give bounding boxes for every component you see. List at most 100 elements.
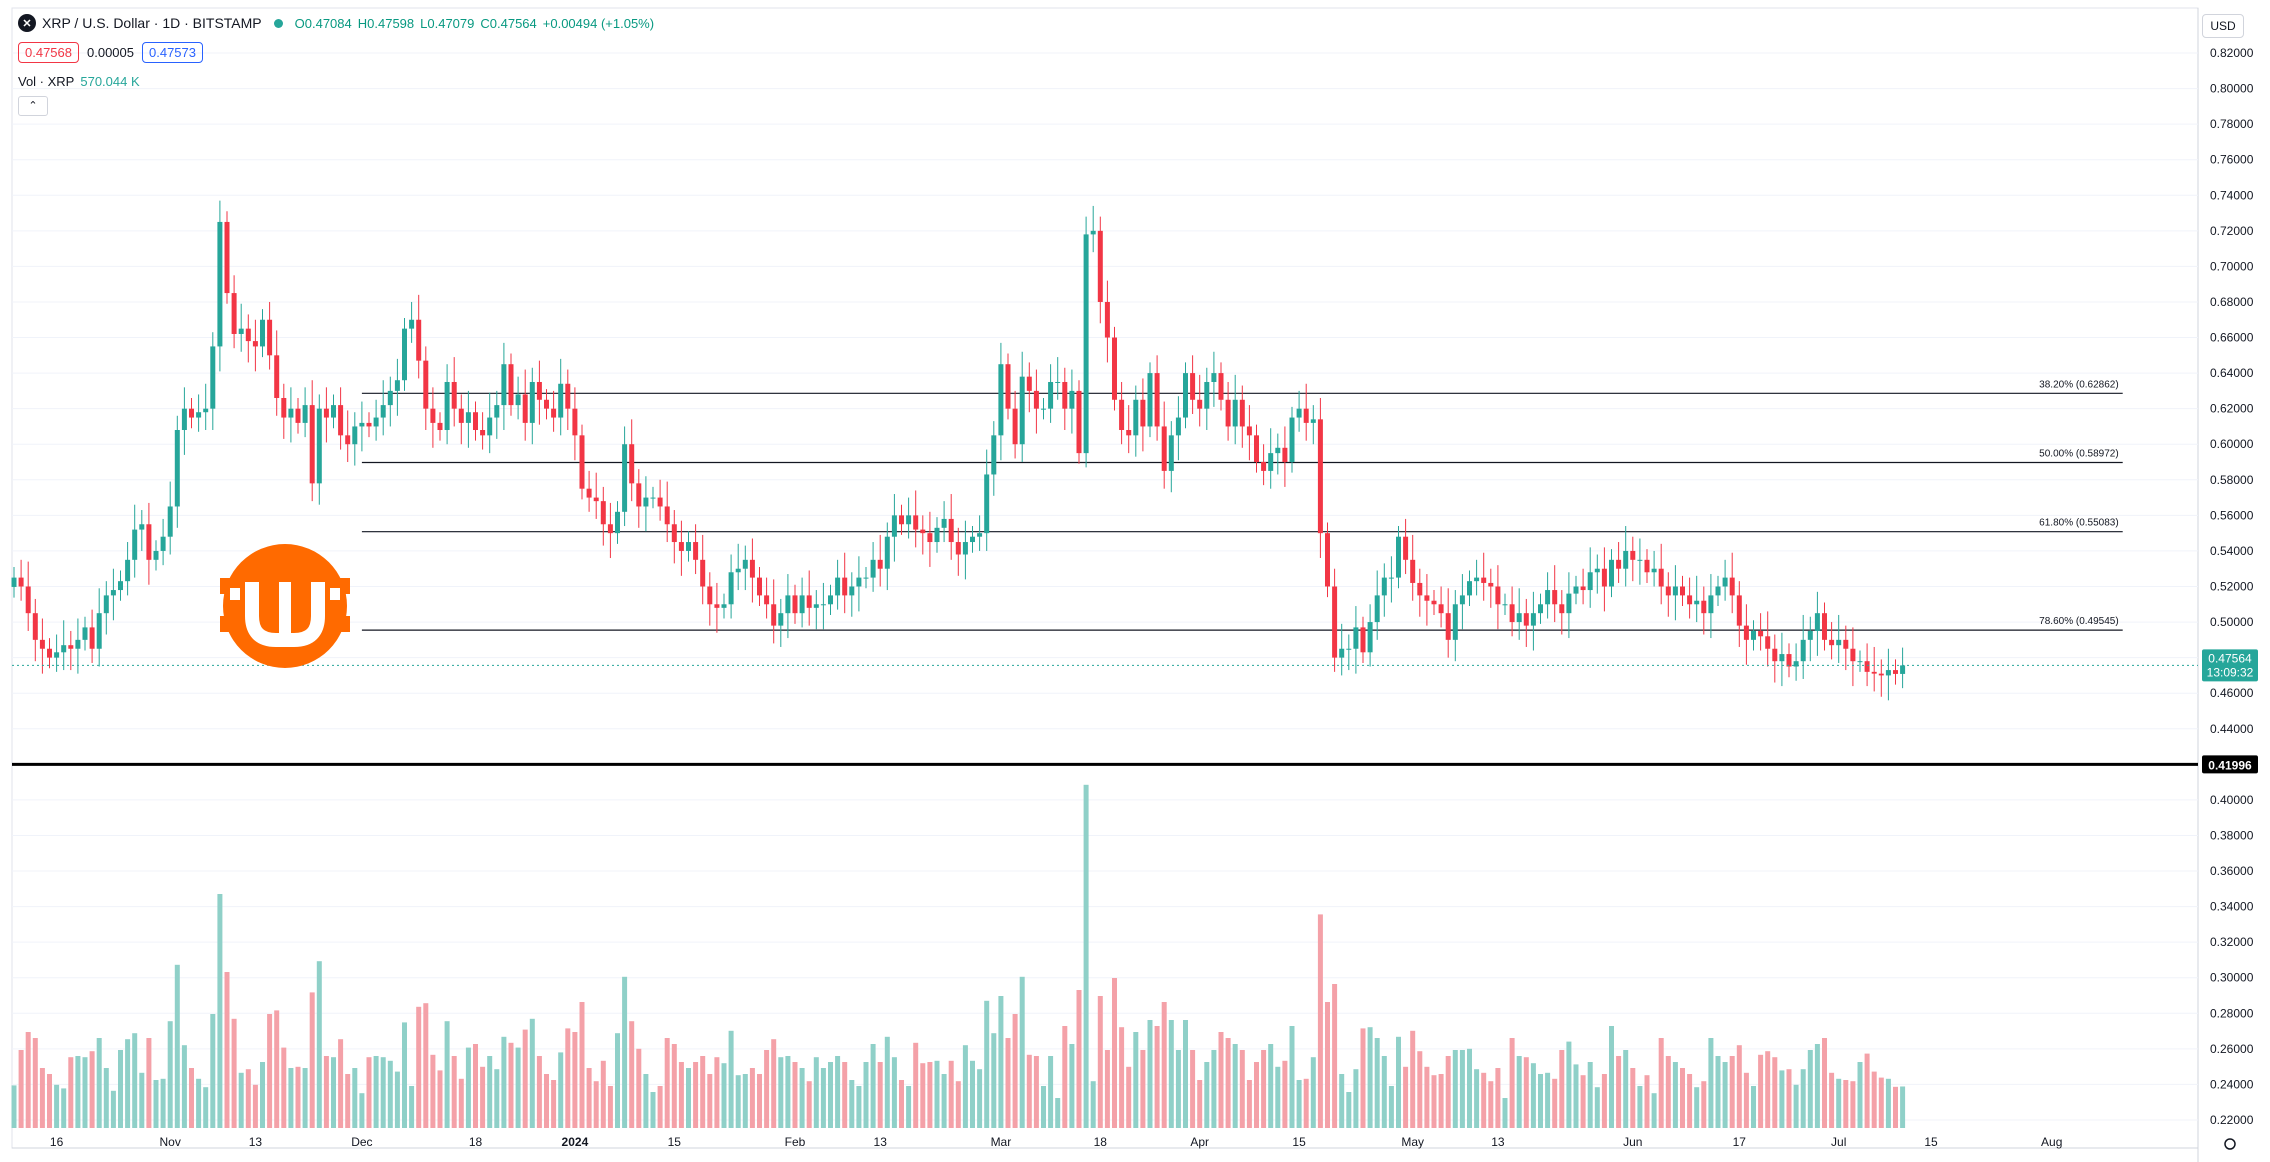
buy-price-button[interactable]: 0.47573 (142, 42, 203, 63)
candle-body (799, 595, 805, 614)
volume-bar (295, 1066, 301, 1128)
candle-body (1076, 390, 1082, 454)
candle-body (1850, 648, 1856, 662)
volume-bar (1871, 1071, 1877, 1128)
candle-body (1126, 430, 1132, 436)
candle-body (238, 328, 244, 334)
candle-body (1438, 604, 1444, 614)
volume-bar (416, 1006, 422, 1128)
volume-bar (785, 1056, 791, 1128)
currency-button[interactable]: USD (2202, 14, 2244, 38)
volume-bar (387, 1060, 393, 1128)
volume-bar (870, 1044, 876, 1128)
candle-body (387, 390, 393, 406)
volume-bar (1069, 1044, 1075, 1128)
high-value: H0.47598 (357, 15, 415, 31)
volume-bar (906, 1086, 912, 1128)
candle-body (764, 595, 770, 605)
volume-bar (1687, 1074, 1693, 1128)
volume-bar (1041, 1086, 1046, 1128)
candle-body (565, 383, 571, 409)
volume-bar (174, 964, 180, 1128)
volume-bar (1857, 1062, 1863, 1128)
volume-bar (1509, 1038, 1515, 1128)
volume-bar (1651, 1093, 1657, 1128)
volume-bar (927, 1062, 933, 1128)
volume-bar (189, 1068, 194, 1128)
volume-bar (1097, 996, 1103, 1128)
volume-bar (1090, 1081, 1096, 1128)
symbol-title[interactable]: XRP / U.S. Dollar · 1D · BITSTAMP (42, 15, 262, 31)
y-tick-label: 0.34000 (2210, 900, 2254, 914)
y-tick-label: 0.46000 (2210, 686, 2254, 700)
y-tick-label: 0.28000 (2210, 1006, 2254, 1020)
volume-bar (316, 961, 322, 1128)
candle-body (671, 524, 677, 543)
candle-body (316, 408, 322, 484)
volume-bar (1545, 1072, 1551, 1128)
candle-body (1616, 559, 1622, 569)
volume-bar (1104, 1050, 1110, 1128)
candle-body (416, 319, 422, 361)
volume-bar (1204, 1062, 1210, 1128)
volume-bar (1012, 1014, 1018, 1128)
y-tick-label: 0.30000 (2210, 971, 2254, 985)
volume-bar (1729, 1056, 1735, 1128)
volume-bar (615, 1033, 620, 1128)
volume-bar (735, 1075, 741, 1128)
volume-bar (1026, 1054, 1032, 1128)
volume-bar (913, 1042, 919, 1128)
volume-bar (1594, 1087, 1600, 1128)
volume-bar (1743, 1072, 1749, 1128)
candle-body (501, 364, 507, 406)
volume-bar (1190, 1050, 1196, 1128)
candle-body (941, 518, 947, 528)
x-tick-label: Apr (1190, 1135, 1209, 1149)
candle-body (1012, 408, 1018, 445)
volume-bar (835, 1056, 841, 1128)
candle-body (842, 577, 848, 596)
volume-bar (934, 1060, 940, 1128)
sell-price-button[interactable]: 0.47568 (18, 42, 79, 63)
volume-bar (1005, 1038, 1011, 1128)
volume-bar (1637, 1086, 1643, 1128)
volume-bar (806, 1081, 812, 1128)
candle-body (1083, 234, 1089, 454)
candle-body (480, 430, 486, 436)
x-tick-label: 13 (874, 1135, 888, 1149)
volume-bar (238, 1072, 244, 1128)
y-tick-label: 0.56000 (2210, 508, 2254, 522)
volume-bar (1388, 1086, 1394, 1128)
candle-body (1736, 595, 1742, 626)
candle-body (1410, 559, 1416, 583)
candle-body (891, 515, 897, 537)
volume-bar (1829, 1072, 1835, 1128)
candle-body (1459, 595, 1465, 605)
volume-bar (1183, 1020, 1188, 1128)
y-tick-label: 0.22000 (2210, 1113, 2254, 1127)
candle-body (1325, 533, 1330, 587)
support-price-label: 0.41996 (2208, 758, 2252, 772)
collapse-legend-button[interactable]: ⌃ (18, 96, 48, 116)
candle-body (629, 444, 635, 484)
volume-bar (1303, 1078, 1309, 1128)
candle-body (181, 408, 187, 431)
volume-bar (1538, 1074, 1543, 1128)
candle-body (1672, 586, 1678, 596)
volume-bar (1495, 1068, 1501, 1128)
volume-bar (451, 1056, 457, 1128)
volume-bar (813, 1057, 819, 1128)
candle-body (1779, 654, 1785, 662)
candle-body (345, 435, 351, 445)
volume-bar (1254, 1062, 1259, 1128)
candle-body (224, 221, 230, 294)
candle-body (1204, 381, 1210, 409)
x-tick-label: 15 (1292, 1135, 1306, 1149)
volume-bar (210, 1014, 216, 1128)
volume-bar (323, 1056, 329, 1128)
candle-body (977, 533, 983, 537)
chevron-up-icon: ⌃ (28, 100, 38, 112)
volume-legend: Vol · XRP 570.044 K (18, 74, 140, 89)
volume-bar (1765, 1051, 1771, 1128)
